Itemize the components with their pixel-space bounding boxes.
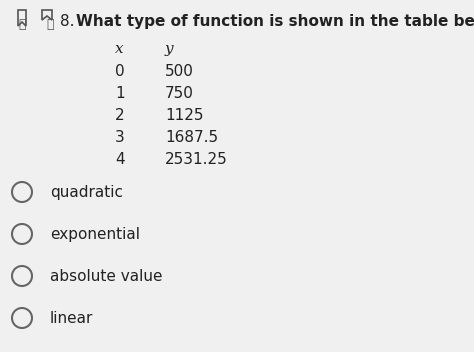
Text: 1687.5: 1687.5 (165, 130, 218, 145)
Text: y: y (165, 42, 173, 56)
Text: 0: 0 (115, 64, 125, 79)
Text: linear: linear (50, 311, 93, 326)
Text: 3: 3 (115, 130, 125, 145)
Text: What type of function is shown in the table below?: What type of function is shown in the ta… (76, 14, 474, 29)
Text: 500: 500 (165, 64, 194, 79)
Text: 2: 2 (115, 108, 125, 123)
Text: ⬜: ⬜ (18, 18, 26, 31)
Text: 1125: 1125 (165, 108, 203, 123)
Text: exponential: exponential (50, 227, 140, 242)
Text: x: x (115, 42, 124, 56)
Text: absolute value: absolute value (50, 269, 163, 284)
Text: quadratic: quadratic (50, 185, 123, 200)
Text: 4: 4 (115, 152, 125, 167)
Text: 2531.25: 2531.25 (165, 152, 228, 167)
Text: ⬜: ⬜ (46, 18, 54, 31)
Text: 8.: 8. (60, 14, 74, 29)
Text: 1: 1 (115, 86, 125, 101)
Text: 750: 750 (165, 86, 194, 101)
